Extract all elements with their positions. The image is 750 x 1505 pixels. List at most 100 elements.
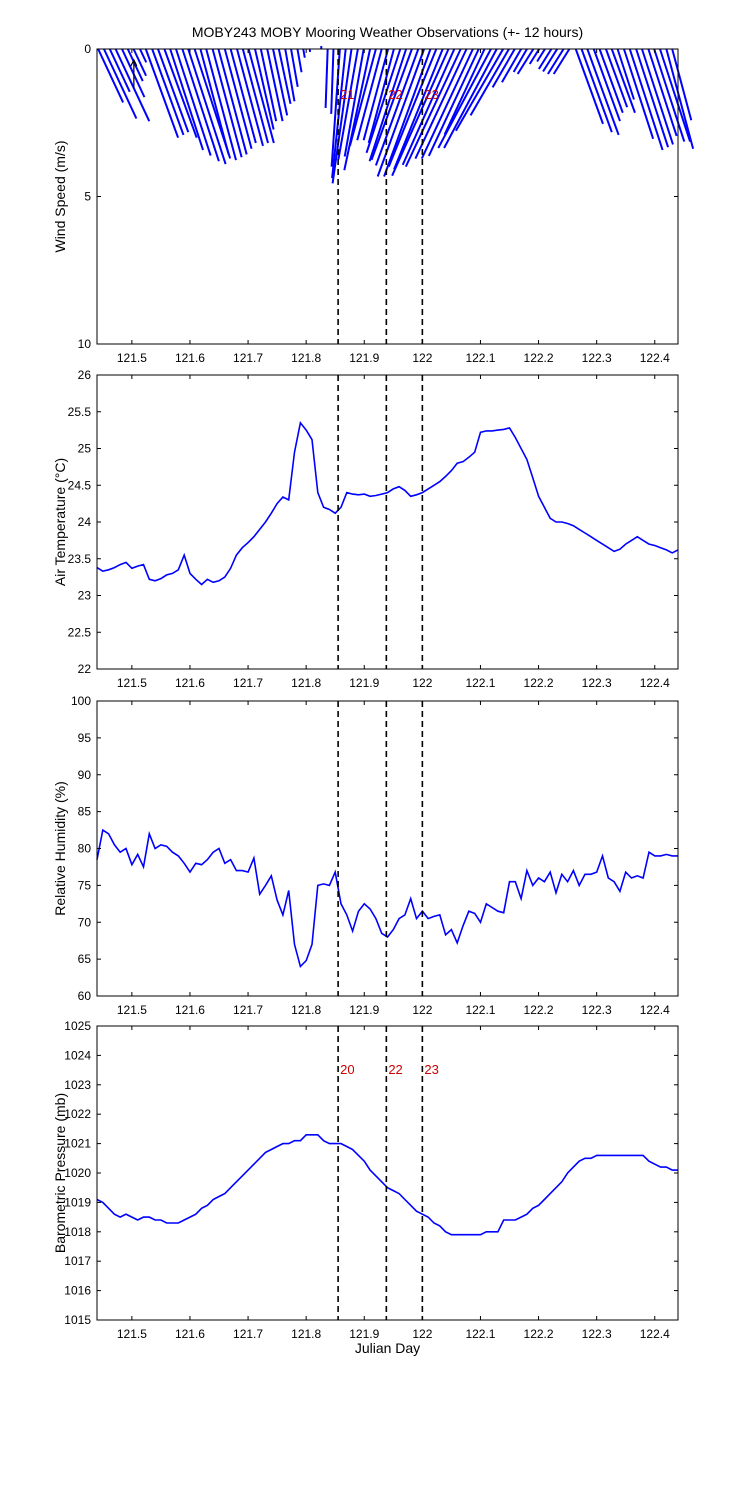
wind-vector bbox=[163, 48, 198, 139]
wind-vector bbox=[343, 48, 372, 171]
wind-vector bbox=[229, 48, 257, 144]
x-tick-label: 121.9 bbox=[349, 1327, 379, 1341]
y-tick-label: 60 bbox=[78, 989, 92, 1003]
wind-vector bbox=[491, 48, 516, 88]
wind-vector bbox=[537, 48, 553, 70]
x-tick-label: 122.3 bbox=[582, 676, 612, 690]
wind-vector bbox=[331, 48, 353, 184]
y-tick-label: 1016 bbox=[64, 1284, 91, 1298]
x-tick-label: 121.6 bbox=[175, 1327, 205, 1341]
wind-vector bbox=[236, 48, 264, 147]
x-tick-label: 121.7 bbox=[233, 351, 263, 365]
x-tick-label: 122.1 bbox=[465, 1327, 495, 1341]
wind-vector bbox=[144, 48, 180, 139]
axes-frame bbox=[96, 374, 679, 670]
wind-vector bbox=[383, 48, 432, 177]
wind-vector bbox=[420, 48, 474, 160]
y-tick-label: 1023 bbox=[64, 1078, 91, 1092]
y-tick-label: 10 bbox=[78, 337, 92, 351]
wind-vector bbox=[659, 48, 692, 142]
wind-vector bbox=[284, 48, 296, 102]
wind-vector bbox=[121, 48, 146, 98]
event-marker-label: 22 bbox=[388, 1062, 402, 1077]
x-tick-label: 122.1 bbox=[465, 1003, 495, 1017]
y-tick-label: 75 bbox=[78, 878, 92, 892]
wind-vector bbox=[574, 48, 604, 125]
y-tick-label: 1021 bbox=[64, 1137, 91, 1151]
x-tick-label: 122 bbox=[412, 1327, 432, 1341]
x-tick-label: 121.6 bbox=[175, 351, 205, 365]
series-line bbox=[96, 1134, 678, 1236]
x-tick-label: 121.7 bbox=[233, 676, 263, 690]
wind-vector bbox=[356, 48, 383, 141]
wind-vector bbox=[370, 48, 413, 161]
wind-vector bbox=[387, 48, 438, 167]
wind-vector bbox=[199, 48, 230, 155]
x-tick-label: 122 bbox=[412, 676, 432, 690]
x-tick-label: 122.1 bbox=[465, 351, 495, 365]
wind-vector bbox=[187, 48, 227, 165]
wind-vector bbox=[126, 48, 144, 82]
x-tick-label: 122.1 bbox=[465, 676, 495, 690]
wind-vector bbox=[610, 48, 636, 114]
y-tick-label: 65 bbox=[78, 952, 92, 966]
x-tick-label: 122 bbox=[412, 1003, 432, 1017]
wind-vector bbox=[169, 48, 204, 151]
wind-vector bbox=[272, 48, 289, 116]
event-marker-label: 21 bbox=[340, 87, 354, 102]
x-tick-label: 122.2 bbox=[524, 1327, 554, 1341]
wind-vector bbox=[443, 48, 486, 135]
wind-vector bbox=[605, 48, 629, 108]
x-tick-label: 122.4 bbox=[640, 676, 670, 690]
x-tick-label: 121.7 bbox=[233, 1327, 263, 1341]
chart-title: MOBY243 MOBY Mooring Weather Observation… bbox=[191, 24, 584, 40]
wind-vector bbox=[512, 48, 528, 73]
wind-vector bbox=[404, 48, 462, 168]
wind-vector bbox=[362, 48, 390, 141]
x-tick-label: 121.8 bbox=[291, 1327, 321, 1341]
x-tick-label: 122.2 bbox=[524, 351, 554, 365]
wind-vector bbox=[181, 48, 220, 162]
x-tick-label: 121.5 bbox=[117, 1327, 147, 1341]
wind-vector bbox=[139, 48, 148, 63]
wind-vector bbox=[277, 48, 292, 105]
x-tick-label: 121.8 bbox=[291, 351, 321, 365]
x-axis-label: Julian Day bbox=[355, 1340, 420, 1356]
wind-vector bbox=[414, 48, 468, 160]
event-marker-label: 22 bbox=[388, 87, 402, 102]
y-tick-label: 22 bbox=[78, 662, 92, 676]
y-tick-label: 25 bbox=[78, 442, 92, 456]
x-tick-label: 122.4 bbox=[640, 351, 670, 365]
wind-vector bbox=[616, 48, 635, 100]
y-tick-label: 1020 bbox=[64, 1166, 91, 1180]
y-axis-label: Air Temperature (°C) bbox=[52, 458, 68, 586]
wind-vector bbox=[542, 48, 559, 73]
wind-vector bbox=[437, 48, 492, 149]
x-tick-label: 121.7 bbox=[233, 1003, 263, 1017]
x-tick-label: 122.3 bbox=[582, 351, 612, 365]
wind-vector bbox=[374, 48, 420, 166]
wind-vector bbox=[296, 48, 303, 73]
wind-vector bbox=[343, 48, 365, 157]
wind-vector bbox=[628, 48, 664, 151]
wind-vector bbox=[635, 48, 670, 148]
wind-vector bbox=[671, 48, 693, 121]
wind-vector bbox=[157, 48, 190, 133]
y-tick-label: 95 bbox=[78, 731, 92, 745]
x-tick-label: 121.8 bbox=[291, 1003, 321, 1017]
wind-vector bbox=[647, 48, 678, 137]
y-tick-label: 26 bbox=[78, 368, 92, 382]
wind-vector bbox=[108, 48, 131, 93]
y-axis-label: Barometric Pressure (mb) bbox=[52, 1093, 68, 1253]
x-tick-label: 121.5 bbox=[117, 351, 147, 365]
wind-vector bbox=[266, 48, 284, 122]
wind-vector bbox=[368, 48, 408, 162]
wind-vector bbox=[536, 48, 546, 63]
x-tick-label: 121.6 bbox=[175, 1003, 205, 1017]
y-tick-label: 1017 bbox=[64, 1254, 91, 1268]
wind-vector bbox=[641, 48, 674, 145]
x-tick-label: 122 bbox=[412, 351, 432, 365]
y-tick-label: 22.5 bbox=[68, 625, 92, 639]
x-tick-label: 121.9 bbox=[349, 676, 379, 690]
